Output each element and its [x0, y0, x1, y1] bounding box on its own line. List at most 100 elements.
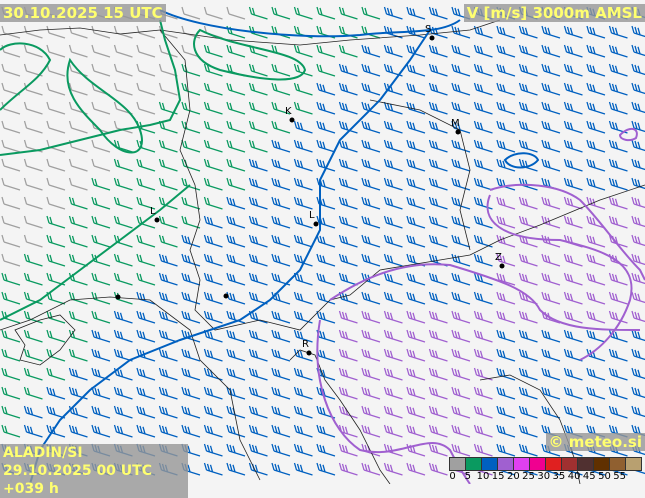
wind-barb — [158, 63, 178, 77]
wind-barb — [451, 367, 471, 381]
wind-barb — [158, 253, 178, 267]
wind-barb — [293, 386, 313, 400]
city-dot — [306, 350, 312, 356]
wind-barb — [608, 215, 628, 229]
wind-barb — [271, 291, 291, 305]
wind-barb — [473, 329, 493, 343]
wind-barb — [518, 82, 538, 96]
wind-barb — [563, 405, 583, 419]
wind-barb — [496, 253, 516, 267]
wind-barb — [316, 386, 336, 400]
wind-barb — [91, 348, 111, 362]
wind-barb — [338, 234, 358, 248]
wind-barb — [428, 120, 448, 134]
wind-barb — [46, 158, 66, 172]
wind-barb — [181, 329, 201, 343]
wind-barb — [496, 424, 516, 438]
wind-barb — [383, 196, 403, 210]
wind-barb — [428, 405, 448, 419]
wind-barb — [293, 82, 313, 96]
wind-barb — [226, 139, 246, 153]
wind-barb — [226, 272, 246, 286]
wind-barb — [91, 177, 111, 191]
wind-barb — [203, 6, 223, 20]
wind-barb — [158, 329, 178, 343]
wind-barb — [451, 310, 471, 324]
wind-barb — [91, 234, 111, 248]
wind-barb — [406, 348, 426, 362]
wind-barb — [316, 234, 336, 248]
wind-barb — [226, 120, 246, 134]
wind-barb — [23, 253, 43, 267]
wind-barb — [608, 329, 628, 343]
legend-swatch — [513, 457, 530, 471]
wind-barb — [563, 158, 583, 172]
wind-barb — [496, 234, 516, 248]
wind-barb — [226, 234, 246, 248]
wind-barb — [248, 82, 268, 96]
wind-barb — [226, 6, 246, 20]
isotach-10 — [159, 9, 461, 38]
wind-barb — [293, 443, 313, 457]
wind-barb — [473, 291, 493, 305]
wind-barb — [23, 101, 43, 115]
wind-barb — [181, 424, 201, 438]
wind-barb — [518, 101, 538, 115]
wind-barb — [226, 367, 246, 381]
wind-barb — [518, 234, 538, 248]
wind-barb — [451, 405, 471, 419]
wind-barb — [428, 63, 448, 77]
wind-barb — [406, 177, 426, 191]
wind-barb — [23, 234, 43, 248]
wind-barb — [271, 139, 291, 153]
wind-barb — [451, 443, 471, 457]
model-name: ALADIN/SI — [3, 445, 83, 461]
isotach-5 — [66, 57, 143, 154]
wind-barb — [203, 462, 223, 476]
wind-barb — [631, 215, 645, 228]
wind-barb — [68, 25, 88, 39]
wind-barb — [496, 405, 516, 419]
wind-barb — [293, 177, 313, 191]
wind-barb — [23, 310, 43, 324]
wind-barb — [361, 63, 381, 77]
wind-barb — [383, 348, 403, 362]
wind-barb — [541, 310, 561, 324]
wind-barb — [46, 177, 66, 191]
wind-barb — [181, 367, 201, 381]
wind-barb — [271, 253, 291, 267]
wind-barb — [91, 44, 111, 58]
wind-barb — [361, 120, 381, 134]
wind-barb — [428, 177, 448, 191]
wind-barb — [181, 196, 201, 210]
wind-barb — [316, 443, 336, 457]
wind-barb — [473, 196, 493, 210]
wind-barb — [181, 272, 201, 286]
wind-barb — [316, 6, 336, 20]
wind-barb — [293, 139, 313, 153]
wind-barb — [406, 196, 426, 210]
wind-barb — [248, 177, 268, 191]
wind-barb — [406, 63, 426, 77]
wind-barb — [136, 291, 156, 305]
wind-barb — [203, 386, 223, 400]
wind-barb — [46, 310, 66, 324]
wind-barb — [406, 215, 426, 229]
wind-barb — [158, 367, 178, 381]
wind-barb — [608, 348, 628, 362]
wind-barb — [203, 272, 223, 286]
wind-barb — [361, 234, 381, 248]
wind-barb — [248, 462, 268, 476]
wind-barb — [496, 25, 516, 39]
wind-barb — [473, 443, 493, 457]
wind-barb — [248, 215, 268, 229]
wind-barb — [451, 177, 471, 191]
wind-barb — [451, 82, 471, 96]
legend-swatch — [449, 457, 466, 471]
wind-barb — [226, 405, 246, 419]
wind-barb — [608, 386, 628, 400]
wind-barb — [406, 405, 426, 419]
wind-barb — [203, 405, 223, 419]
wind-barb — [316, 177, 336, 191]
wind-barb — [406, 424, 426, 438]
